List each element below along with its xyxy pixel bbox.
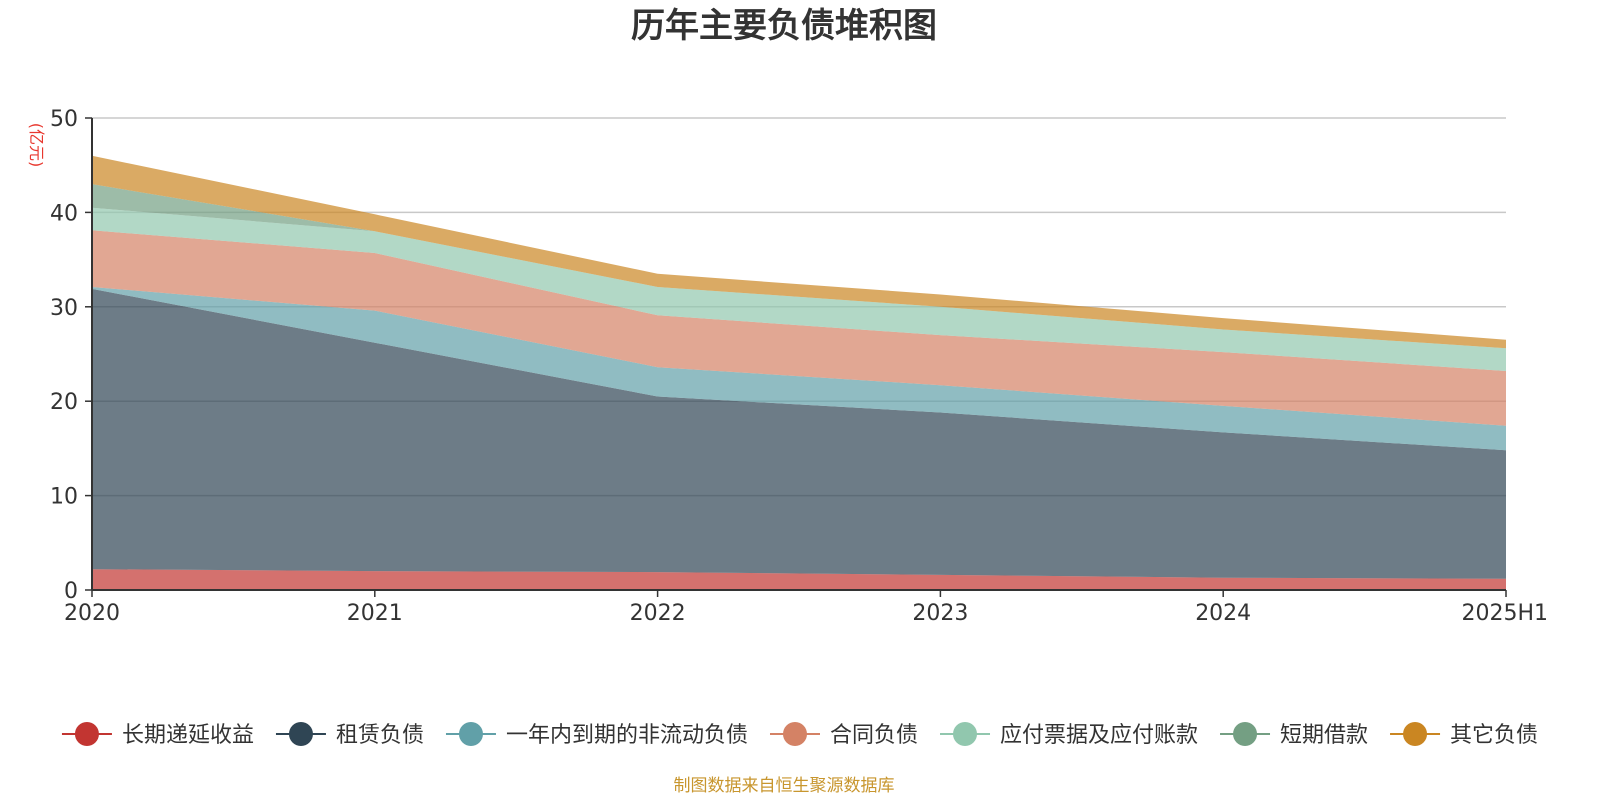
y-tick-label: 0 bbox=[64, 579, 78, 604]
legend-marker bbox=[782, 722, 807, 746]
legend-marker bbox=[1403, 722, 1428, 746]
legend-item[interactable]: 租赁负债 bbox=[275, 722, 424, 748]
y-tick-label: 30 bbox=[50, 296, 78, 321]
legend-marker bbox=[288, 722, 313, 746]
y-tick-label: 20 bbox=[50, 390, 78, 415]
legend-label: 合同负债 bbox=[830, 723, 918, 748]
y-axis-unit: (亿元) bbox=[27, 123, 46, 168]
legend-label: 长期递延收益 bbox=[122, 723, 254, 748]
legend-label: 租赁负债 bbox=[336, 723, 424, 748]
legend-item[interactable]: 一年内到期的非流动负债 bbox=[445, 722, 748, 748]
legend-marker bbox=[74, 722, 99, 746]
legend-item[interactable]: 其它负债 bbox=[1390, 722, 1538, 748]
axes: 0 10 20 30 40 50 2020 2021 2022 2023 2024 2025H1 bbox=[50, 107, 1548, 626]
legend-label: 一年内到期的非流动负债 bbox=[506, 723, 748, 748]
chart-title: 历年主要负债堆积图 bbox=[631, 6, 937, 46]
legend-label: 短期借款 bbox=[1280, 723, 1368, 748]
legend-item[interactable]: 长期递延收益 bbox=[61, 722, 254, 748]
x-tick-label: 2020 bbox=[64, 601, 120, 626]
legend: 长期递延收益 租赁负债 一年内到期的非流动负债 合同负债 应付票据及应付账款 短期借款 其它… bbox=[61, 722, 1538, 748]
y-tick-label: 40 bbox=[50, 201, 78, 226]
legend-label: 其它负债 bbox=[1450, 723, 1538, 748]
area-一年内到期的非流动负债 bbox=[92, 287, 1506, 451]
legend-item[interactable]: 合同负债 bbox=[769, 722, 918, 748]
legend-item[interactable]: 应付票据及应付账款 bbox=[940, 722, 1198, 748]
area-应付票据及应付账款 bbox=[92, 207, 1506, 371]
area-其它负债 bbox=[92, 155, 1506, 349]
x-tick-label: 2025H1 bbox=[1461, 601, 1548, 626]
area-租赁负债 bbox=[92, 288, 1506, 579]
legend-label: 应付票据及应付账款 bbox=[1000, 723, 1198, 748]
legend-marker bbox=[953, 722, 978, 746]
area-长期递延收益 bbox=[92, 569, 1506, 590]
x-tick-label: 2022 bbox=[630, 601, 686, 626]
x-tick-label: 2023 bbox=[912, 601, 968, 626]
area-合同负债 bbox=[92, 230, 1506, 426]
legend-marker bbox=[1233, 722, 1258, 746]
area-series bbox=[92, 155, 1506, 590]
y-tick-label: 10 bbox=[50, 485, 78, 510]
data-source-note: 制图数据来自恒生聚源数据库 bbox=[674, 776, 895, 796]
y-tick-label: 50 bbox=[50, 107, 78, 132]
x-tick-label: 2021 bbox=[347, 601, 403, 626]
legend-marker bbox=[458, 722, 483, 746]
x-tick-label: 2024 bbox=[1195, 601, 1251, 626]
legend-item[interactable]: 短期借款 bbox=[1220, 722, 1368, 748]
